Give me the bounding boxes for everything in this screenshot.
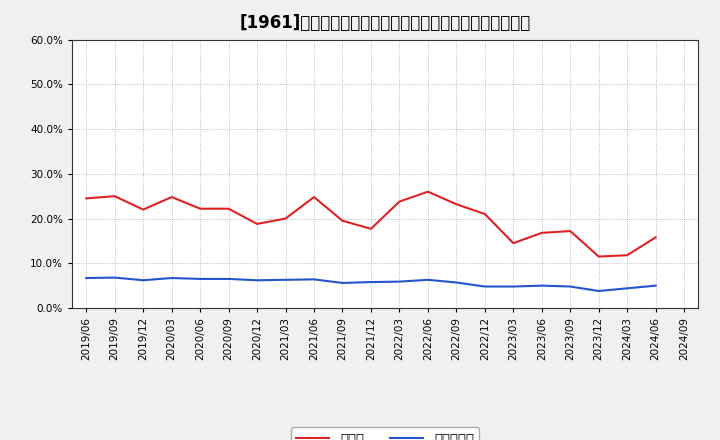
- 現預金: [196, 206, 204, 211]
- 現預金: [82, 196, 91, 201]
- 有利子負債: [282, 277, 290, 282]
- 現預金: [452, 202, 461, 207]
- 現預金: [509, 241, 518, 246]
- 現預金: [310, 194, 318, 200]
- 現預金: [282, 216, 290, 221]
- 現預金: [537, 230, 546, 235]
- 有利子負債: [196, 276, 204, 282]
- 現預金: [595, 254, 603, 259]
- 現預金: [480, 211, 489, 216]
- 有利子負債: [423, 277, 432, 282]
- 現預金: [338, 218, 347, 224]
- Line: 現預金: 現預金: [86, 192, 656, 257]
- 有利子負債: [623, 286, 631, 291]
- 現預金: [139, 207, 148, 212]
- 現預金: [652, 235, 660, 240]
- 有利子負債: [139, 278, 148, 283]
- 有利子負債: [253, 278, 261, 283]
- 現預金: [423, 189, 432, 194]
- 有利子負債: [566, 284, 575, 289]
- 有利子負債: [110, 275, 119, 280]
- 現預金: [225, 206, 233, 211]
- 有利子負債: [82, 275, 91, 281]
- 有利子負債: [395, 279, 404, 284]
- Title: [1961]　現預金、有利子負債の総資産に対する比率の推移: [1961] 現預金、有利子負債の総資産に対する比率の推移: [240, 15, 531, 33]
- 有利子負債: [595, 288, 603, 293]
- 有利子負債: [537, 283, 546, 288]
- 現預金: [395, 199, 404, 204]
- 現預金: [167, 194, 176, 200]
- Legend: 現預金, 有利子負債: 現預金, 有利子負債: [291, 427, 480, 440]
- 有利子負債: [338, 280, 347, 286]
- 有利子負債: [652, 283, 660, 288]
- 有利子負債: [366, 279, 375, 285]
- 有利子負債: [225, 276, 233, 282]
- 現預金: [110, 194, 119, 199]
- 現預金: [623, 253, 631, 258]
- 有利子負債: [452, 280, 461, 285]
- 有利子負債: [310, 277, 318, 282]
- 有利子負債: [167, 275, 176, 281]
- 有利子負債: [509, 284, 518, 289]
- Line: 有利子負債: 有利子負債: [86, 278, 656, 291]
- 有利子負債: [480, 284, 489, 289]
- 現預金: [366, 226, 375, 231]
- 現預金: [253, 221, 261, 227]
- 現預金: [566, 228, 575, 234]
